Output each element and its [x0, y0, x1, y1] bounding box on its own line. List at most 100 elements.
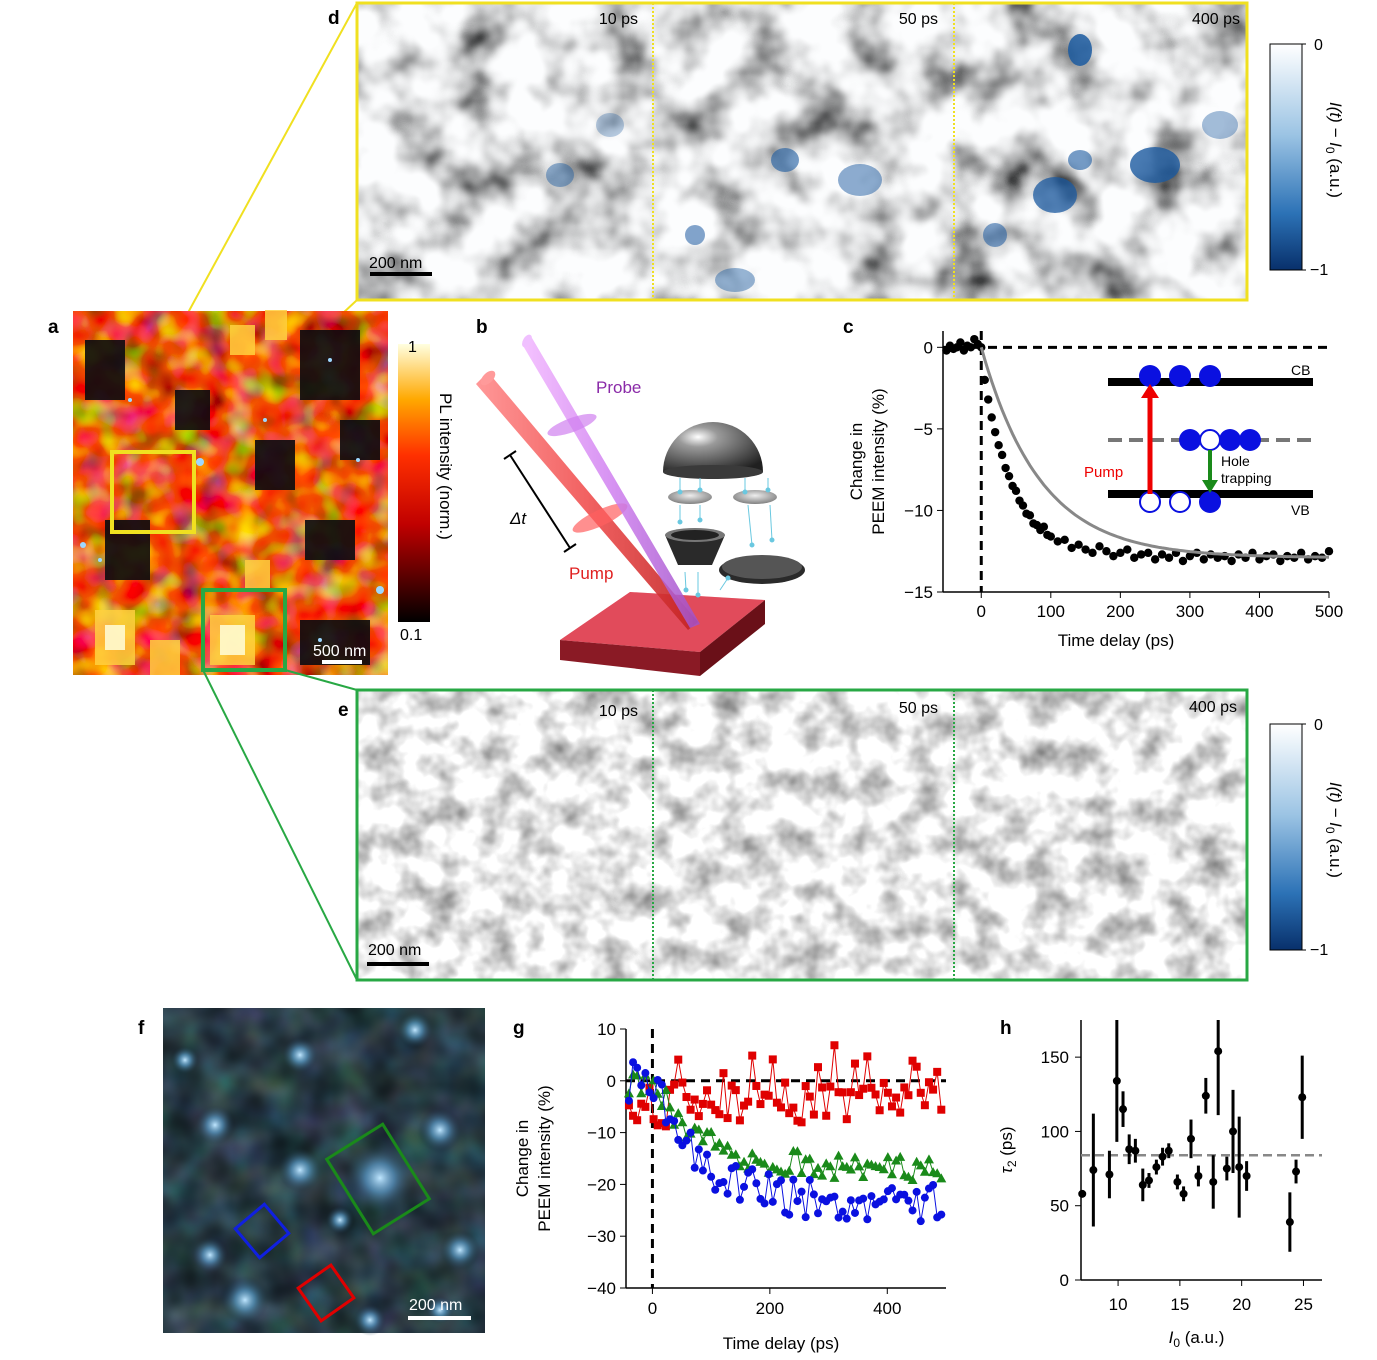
chart-g-point-red: [871, 1090, 880, 1099]
panel-d-colorbar-min: −1: [1310, 262, 1328, 279]
chart-g-point-red: [711, 1106, 720, 1115]
chart-g-point-red: [904, 1091, 913, 1100]
chart-g-point-red: [920, 1101, 929, 1110]
chart-g-point-red: [916, 1088, 925, 1097]
chart-c-data-point: [1081, 545, 1090, 554]
chart-g-point-blue: [764, 1170, 773, 1179]
chart-g-point-blue: [908, 1206, 917, 1215]
chart-g-point-red: [822, 1111, 831, 1120]
panel-label-c: c: [843, 317, 854, 338]
chart-g-point-red: [694, 1112, 703, 1121]
chart-g-point-green: [825, 1161, 836, 1171]
chart-h-data-point: [1089, 1166, 1098, 1175]
chart-c-data-point: [1067, 543, 1076, 553]
chart-g-point-blue: [637, 1081, 646, 1090]
chart-g-point-red: [937, 1105, 946, 1114]
chart-h-x-tick-label: 15: [1170, 1295, 1189, 1314]
chart-g-point-blue: [649, 1094, 658, 1103]
chart-g-point-blue: [740, 1182, 749, 1191]
panel-a-colorbar-max: 1: [408, 339, 417, 356]
chart-g-point-red: [818, 1083, 827, 1092]
chart-g-point-green: [882, 1152, 893, 1162]
chart-h-x-tick-label: 20: [1232, 1295, 1251, 1314]
panel-a-colorbar-min: 0.1: [400, 627, 422, 644]
chart-g-point-green: [936, 1173, 947, 1183]
chart-h-data-point: [1298, 1093, 1307, 1102]
panel-d-colorbar: [1269, 43, 1303, 271]
chart-g-point-red: [883, 1088, 892, 1097]
chart-g-point-red: [793, 1116, 802, 1125]
panel-d-blobs: [546, 34, 1238, 292]
chart-g-point-red: [748, 1051, 757, 1060]
chart-g-point-blue: [748, 1165, 757, 1174]
chart-g-point-red: [715, 1110, 724, 1119]
chart-c-data-point: [1025, 511, 1035, 520]
chart-h-y-tick-label: 150: [1041, 1048, 1069, 1067]
chart-h-data-point: [1138, 1180, 1147, 1189]
chart-g-point-green: [706, 1127, 717, 1137]
chart-h-data-point: [1112, 1076, 1121, 1085]
panel-d-frame-2: 50 ps: [899, 11, 938, 28]
panel-a-colorbar-title: PL intensity (norm.): [436, 393, 455, 540]
panel-a-image: [73, 310, 388, 675]
chart-c-x-tick-label: 400: [1245, 602, 1273, 621]
chart-g-point-blue: [912, 1187, 921, 1196]
chart-c-data-point: [1109, 551, 1118, 561]
chart-h-x-tick-label: 10: [1109, 1295, 1128, 1314]
chart-c-data-point: [1095, 542, 1104, 551]
chart-c-y-label-2: PEEM intensity (%): [869, 388, 888, 534]
chart-g-point-red: [781, 1078, 790, 1087]
chart-g-point-blue: [686, 1128, 695, 1137]
chart-g-point-red: [842, 1115, 851, 1124]
chart-g-point-red: [756, 1100, 765, 1109]
chart-c-data-point: [1039, 522, 1049, 531]
chart-g-point-green: [833, 1150, 844, 1160]
chart-g-point-red: [666, 1085, 675, 1094]
chart-g-point-blue: [760, 1199, 769, 1208]
chart-h-data-point: [1173, 1177, 1182, 1186]
panel-e-scale-bar: [367, 962, 429, 966]
chart-g-point-red: [875, 1106, 884, 1115]
chart-g-point-green: [886, 1169, 897, 1179]
chart-g-point-blue: [900, 1190, 909, 1199]
chart-g-point-green: [854, 1161, 865, 1171]
chart-g-point-red: [670, 1080, 679, 1089]
panel-e-colorbar-min: −1: [1310, 942, 1328, 959]
panel-f-scale-bar: [408, 1316, 471, 1320]
chart-g-point-red: [653, 1121, 662, 1130]
chart-c-y-tick-label: −10: [904, 501, 933, 520]
chart-g-point-blue: [801, 1213, 810, 1222]
chart-g-point-green: [718, 1145, 729, 1155]
panel-f-green-box: [324, 1122, 432, 1236]
panel-c-inset-cb: CB: [1291, 362, 1310, 378]
panel-d-border: [355, 1, 1249, 302]
panel-c-inset-vb: VB: [1291, 502, 1310, 518]
chart-g-point-red: [682, 1093, 691, 1102]
chart-c-data-point: [980, 375, 989, 385]
chart-h-data-point: [1179, 1189, 1188, 1198]
chart-g-point-red: [760, 1090, 769, 1099]
chart-g-point-red: [777, 1103, 786, 1112]
chart-g-point-red: [723, 1114, 732, 1123]
chart-g-point-red: [719, 1069, 728, 1078]
chart-g-point-blue: [863, 1215, 872, 1224]
chart-c-data-point: [1088, 548, 1097, 558]
chart-g-point-green: [722, 1140, 733, 1150]
chart-g-point-red: [678, 1078, 687, 1087]
chart-g-point-red: [887, 1102, 896, 1111]
chart-g-point-red: [929, 1085, 938, 1094]
panel-f-scale-label: 200 nm: [409, 1297, 462, 1314]
chart-g-point-red: [830, 1041, 839, 1050]
chart-c-data-point: [1143, 548, 1153, 558]
chart-g-point-red: [657, 1119, 666, 1128]
chart-g-point-blue: [719, 1178, 728, 1187]
chart-c-data-point: [1150, 555, 1160, 564]
chart-g-point-blue: [814, 1209, 822, 1218]
chart-g-point-red: [892, 1093, 901, 1102]
chart-h-data-point: [1158, 1152, 1167, 1161]
chart-g-point-green: [845, 1164, 856, 1174]
panel-e-images: [357, 690, 1247, 980]
chart-c-data-point: [1178, 556, 1188, 566]
chart-g-point-green: [796, 1168, 807, 1178]
chart-h-y-tick-label: 0: [1060, 1271, 1069, 1290]
